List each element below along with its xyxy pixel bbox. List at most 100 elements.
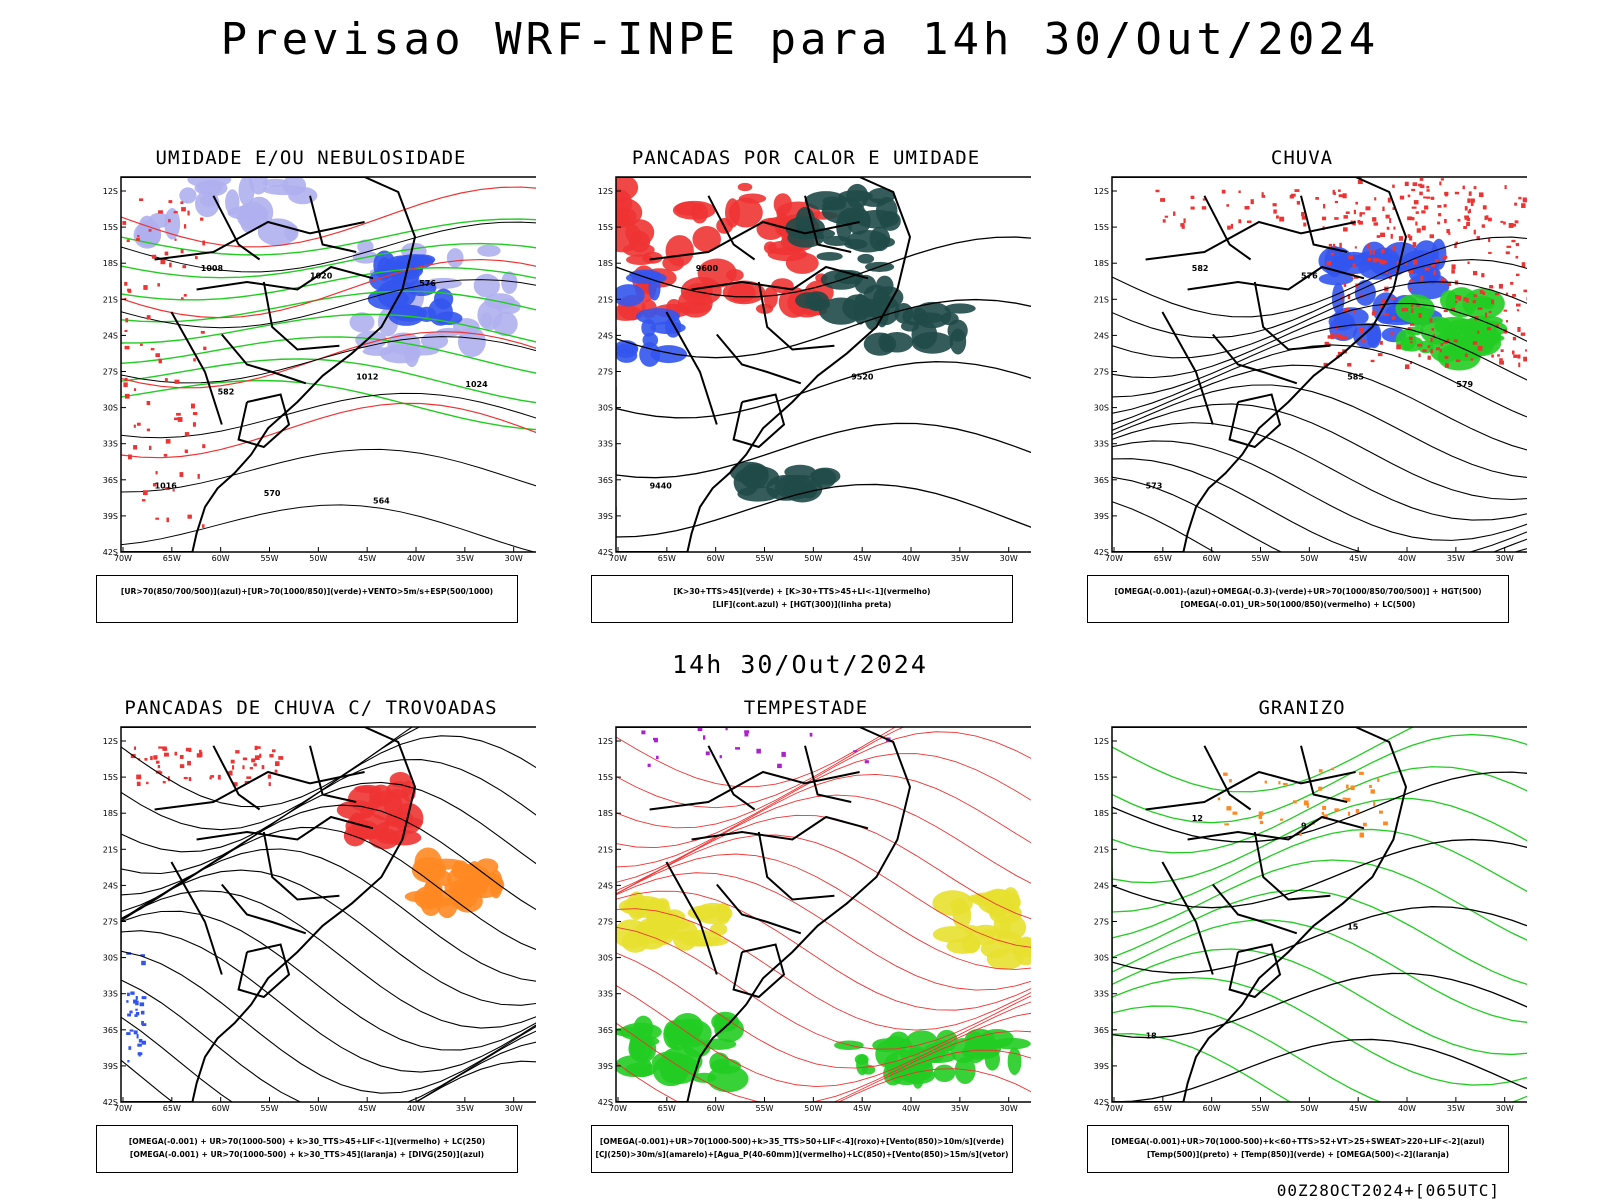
coastline: [121, 727, 417, 1102]
humidity-speck: [180, 297, 184, 300]
rain-speck: [1398, 236, 1404, 241]
rain-speck: [1392, 245, 1396, 251]
streamline: [121, 890, 536, 1029]
lon-label: 35W: [951, 1104, 969, 1113]
humidity-speck: [174, 417, 179, 421]
rain-speck: [1444, 193, 1448, 197]
rain-speck: [1481, 273, 1485, 278]
rain-speck: [1430, 349, 1433, 354]
contour-label: 585: [1347, 373, 1364, 382]
contour-label: 1008: [201, 264, 224, 273]
rain-speck: [1326, 260, 1332, 266]
map-content: 12 15 18 9: [1112, 727, 1527, 1102]
thunder-orange-area: [424, 877, 443, 902]
instability-area: [662, 254, 685, 272]
rain-speck: [1439, 181, 1442, 186]
thunder-speck: [210, 775, 215, 778]
thunder-speck: [229, 770, 233, 776]
lat-label: 24S: [103, 331, 118, 340]
rain-speck: [1352, 263, 1356, 268]
rain-speck: [1411, 308, 1414, 313]
state-border: [1300, 195, 1348, 253]
state-border: [221, 883, 307, 935]
hgt500-contour: [1112, 281, 1527, 359]
wind850-area: [711, 1011, 740, 1032]
map-content: 9600 9520 9440: [616, 177, 1031, 552]
humidity-speck: [193, 358, 196, 362]
rain-speck: [1517, 354, 1521, 359]
rain-speck: [1470, 358, 1474, 361]
temp500-contour: [1112, 1038, 1527, 1102]
state-border: [212, 195, 261, 261]
rain-speck: [1382, 298, 1386, 303]
divergence-speck: [140, 954, 146, 957]
rain-speck: [1431, 264, 1436, 268]
rain-speck: [1369, 249, 1372, 255]
rain-speck: [1455, 300, 1458, 303]
thunder-speck: [133, 746, 137, 750]
rain-speck: [1352, 222, 1356, 226]
rain-speck: [1190, 195, 1195, 200]
thunder-speck: [188, 777, 192, 782]
contour-label: 1020: [310, 271, 333, 280]
rain-speck: [1440, 178, 1444, 181]
coastline: [616, 177, 912, 552]
lat-label: 36S: [103, 476, 118, 485]
panel-umidade: UMIDADE E/OU NEBULOSIDADE 1008 1012 1016 10…: [96, 147, 536, 623]
rain-speck: [1485, 312, 1488, 318]
wind850-area: [1007, 1047, 1022, 1076]
rain-speck: [1411, 206, 1417, 209]
omega-area: [1408, 264, 1441, 284]
humidity-area: [357, 239, 374, 254]
contour-label: 15: [1347, 923, 1359, 932]
rain-speck: [1476, 236, 1480, 241]
wind850-area: [933, 1064, 956, 1082]
rain-speck: [1443, 204, 1447, 208]
lon-label: 35W: [456, 1104, 474, 1113]
humidity-speck: [190, 403, 195, 409]
divergence-speck: [135, 996, 138, 1000]
rain-speck: [1409, 336, 1413, 340]
rain-speck: [1246, 220, 1252, 224]
humidity-contour: [121, 379, 536, 431]
rain-speck: [1467, 210, 1470, 214]
humidity-speck: [136, 238, 140, 241]
rain-speck: [1479, 290, 1484, 294]
pressure-isobar: [121, 221, 536, 273]
rain-speck: [1273, 209, 1277, 214]
divergence-speck: [128, 1046, 132, 1050]
lat-label: 27S: [103, 368, 118, 377]
rain-speck: [1470, 198, 1475, 203]
rain-speck: [1367, 258, 1372, 262]
omega-speck: [1321, 811, 1324, 815]
storm-speck: [705, 751, 710, 756]
rain-speck: [1404, 364, 1410, 369]
map-content: [616, 727, 1031, 1102]
thunder-speck: [278, 756, 284, 760]
storm-speck: [781, 751, 786, 757]
humidity-area: [187, 177, 232, 188]
rain-speck: [1404, 181, 1409, 187]
thunder-speck: [274, 769, 278, 773]
thunder-speck: [268, 782, 271, 787]
humidity-speck: [192, 412, 198, 416]
rain-speck: [1446, 228, 1450, 234]
temp850-contour: [1112, 828, 1527, 913]
humidity-contour: [121, 313, 536, 344]
omega-speck: [1362, 822, 1367, 827]
humidity-speck: [202, 444, 206, 449]
streamline: [121, 950, 536, 1094]
storm-speck: [864, 760, 869, 764]
rain-speck: [1332, 189, 1335, 195]
lat-label: 24S: [1094, 331, 1109, 340]
panel-legend: [UR>70(850/700/500)](azul)+[UR>70(1000/8…: [96, 575, 518, 623]
humidity-area: [785, 216, 826, 240]
rain-speck: [1523, 289, 1527, 293]
contour-label: 9: [1301, 821, 1307, 830]
omega-speck: [1322, 805, 1327, 810]
thunder-speck: [269, 754, 274, 758]
panel-legend: [OMEGA(-0.001)-(azul)+OMEGA(-0.3)-(verde…: [1087, 575, 1509, 623]
lat-label: 12S: [598, 187, 613, 196]
omega-strong-area: [1440, 290, 1458, 310]
state-border: [716, 883, 802, 935]
